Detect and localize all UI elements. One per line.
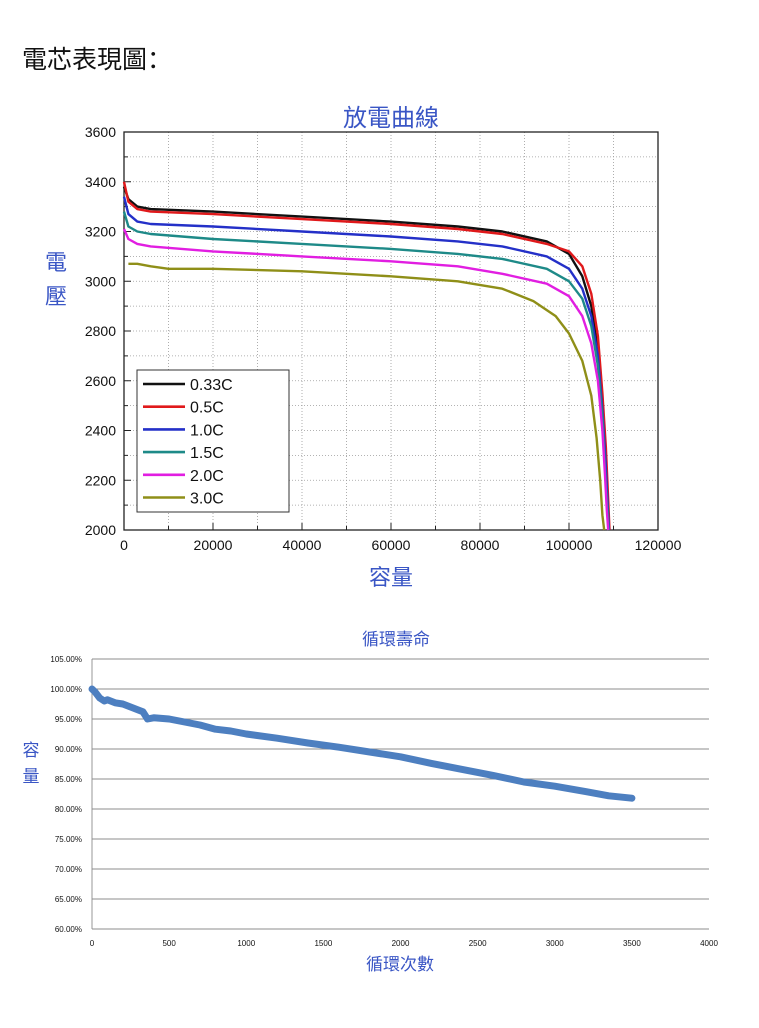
y-tick-label: 95.00% bbox=[55, 715, 82, 724]
legend-label: 0.33C bbox=[190, 377, 233, 394]
y-tick-label: 2600 bbox=[85, 373, 116, 389]
series-line-3.0C bbox=[128, 262, 606, 531]
y-tick-label: 85.00% bbox=[55, 775, 82, 784]
chart-title: 放電曲線 bbox=[343, 104, 439, 132]
y-tick-label: 2200 bbox=[85, 472, 116, 488]
plot-frame bbox=[123, 131, 659, 531]
y-tick-label: 60.00% bbox=[55, 925, 82, 934]
x-tick-label: 80000 bbox=[461, 537, 500, 553]
discharge-curve-chart: 0 20000 40000 60000 80000 100000 120000 2000 220… bbox=[45, 104, 682, 591]
y-axis-label: 容量 bbox=[23, 741, 40, 787]
x-tick-label: 500 bbox=[162, 939, 176, 948]
y-tick-label: 65.00% bbox=[55, 895, 82, 904]
y-tick-label: 90.00% bbox=[55, 745, 82, 754]
x-axis-label: 容量 bbox=[369, 566, 413, 591]
y-tick-label: 2800 bbox=[85, 323, 116, 339]
x-tick-label: 2500 bbox=[469, 939, 487, 948]
y-tick-label: 3000 bbox=[85, 273, 116, 289]
x-tick-label: 3500 bbox=[623, 939, 641, 948]
series-line-capacity bbox=[88, 685, 636, 802]
y-tick-label: 3400 bbox=[85, 174, 116, 190]
x-tick-label: 40000 bbox=[283, 537, 322, 553]
y-tick-label: 75.00% bbox=[55, 835, 82, 844]
y-tick-label: 3200 bbox=[85, 224, 116, 240]
y-tick-label: 105.00% bbox=[50, 655, 82, 664]
x-tick-label: 3000 bbox=[546, 939, 564, 948]
x-tick-label: 0 bbox=[120, 537, 128, 553]
series-line-0.5C bbox=[122, 181, 611, 531]
legend-label: 0.5C bbox=[190, 400, 224, 417]
chart-title: 循環壽命 bbox=[362, 630, 430, 650]
y-tick-label: 3600 bbox=[85, 124, 116, 140]
x-tick-label: 120000 bbox=[635, 537, 682, 553]
legend-box bbox=[136, 369, 290, 513]
page-heading: 電芯表現圖： bbox=[22, 45, 173, 74]
y-tick-label: 70.00% bbox=[55, 865, 82, 874]
x-tick-label: 4000 bbox=[700, 939, 718, 948]
legend-label: 1.5C bbox=[190, 445, 224, 462]
y-tick-label: 80.00% bbox=[55, 805, 82, 814]
x-tick-label: 0 bbox=[90, 939, 95, 948]
series-line-2.0C bbox=[122, 228, 610, 531]
x-tick-label: 1000 bbox=[237, 939, 255, 948]
legend-label: 2.0C bbox=[190, 468, 224, 485]
y-axis-label: 電壓 bbox=[45, 251, 67, 310]
legend-label: 1.0C bbox=[190, 422, 224, 439]
y-tick-label: 2000 bbox=[85, 522, 116, 538]
legend-label: 3.0C bbox=[190, 491, 224, 508]
x-tick-label: 100000 bbox=[546, 537, 593, 553]
y-tick-label: 2400 bbox=[85, 423, 116, 439]
x-tick-label: 60000 bbox=[372, 537, 411, 553]
x-tick-label: 20000 bbox=[194, 537, 233, 553]
x-axis-label: 循環次數 bbox=[366, 955, 434, 975]
x-tick-label: 2000 bbox=[392, 939, 410, 948]
y-tick-label: 100.00% bbox=[50, 685, 82, 694]
x-tick-label: 1500 bbox=[314, 939, 332, 948]
